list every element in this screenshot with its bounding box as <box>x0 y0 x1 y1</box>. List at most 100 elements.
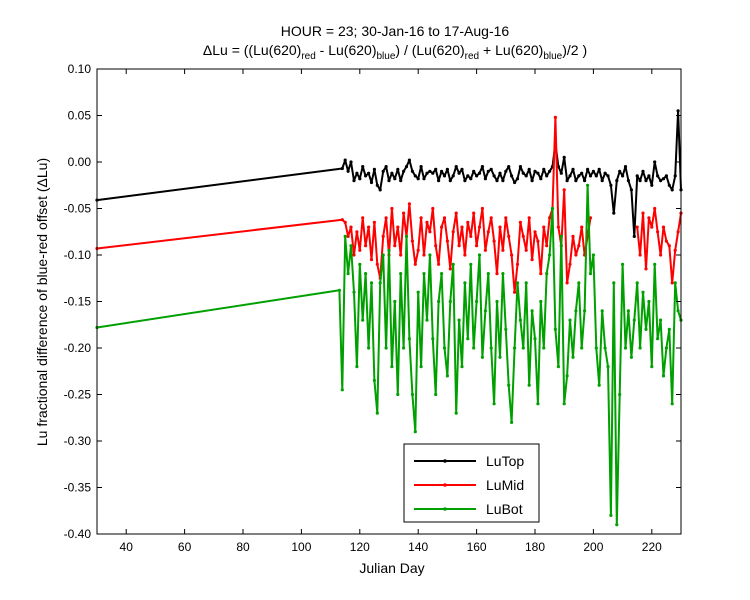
data-point <box>623 346 628 350</box>
data-point <box>542 167 546 171</box>
data-point <box>530 258 534 262</box>
series-layer <box>95 109 683 527</box>
data-point <box>399 272 403 276</box>
data-point <box>621 262 625 266</box>
data-point <box>355 230 359 234</box>
data-point <box>556 365 561 369</box>
data-point <box>571 167 575 171</box>
data-point <box>416 177 420 181</box>
data-point <box>603 346 607 350</box>
data-point <box>606 174 610 178</box>
data-point <box>632 318 636 322</box>
data-point <box>659 253 663 257</box>
data-point <box>483 177 487 181</box>
data-point <box>539 272 543 276</box>
data-point <box>580 346 584 350</box>
data-point <box>349 160 353 164</box>
data-point <box>358 248 362 252</box>
data-point <box>457 244 461 248</box>
data-point <box>440 225 444 229</box>
data-point <box>361 318 365 322</box>
data-point <box>594 174 598 178</box>
data-point <box>410 392 414 397</box>
data-point <box>372 220 376 224</box>
data-point <box>384 346 388 350</box>
data-point <box>434 244 438 248</box>
data-point <box>361 216 365 220</box>
data-point <box>375 183 379 187</box>
data-point <box>530 309 534 313</box>
data-point <box>451 262 455 266</box>
x-tick-label: 200 <box>583 540 603 554</box>
data-point <box>600 309 604 313</box>
data-point <box>492 402 496 406</box>
data-point <box>661 177 666 181</box>
data-point <box>454 211 458 215</box>
data-point <box>460 365 464 369</box>
data-point <box>399 253 403 257</box>
series-LuMid <box>95 115 683 294</box>
data-point <box>475 244 479 248</box>
data-point <box>501 179 505 183</box>
y-tick-label: -0.05 <box>64 202 92 216</box>
legend-label-lubot: LuBot <box>486 501 523 517</box>
data-point <box>571 355 575 359</box>
data-point <box>375 262 379 266</box>
x-tick-label: 160 <box>467 540 487 554</box>
data-point <box>445 167 449 171</box>
data-point <box>659 179 663 183</box>
data-point <box>515 177 520 181</box>
data-point <box>431 337 435 341</box>
data-point <box>492 239 496 243</box>
data-point <box>352 253 356 257</box>
data-point <box>676 109 680 113</box>
data-point <box>466 174 470 178</box>
data-point <box>399 179 403 183</box>
data-point <box>460 167 464 171</box>
data-point <box>483 309 487 313</box>
data-point <box>656 174 660 178</box>
data-point <box>437 299 441 304</box>
data-point <box>609 183 613 187</box>
data-point <box>632 234 636 238</box>
data-point <box>451 230 455 234</box>
data-point <box>530 179 534 183</box>
data-point <box>518 220 523 224</box>
data-point <box>378 188 382 192</box>
data-point <box>670 281 674 285</box>
data-point <box>524 248 528 252</box>
data-point <box>431 171 435 175</box>
data-point <box>463 281 467 285</box>
data-point <box>653 206 657 211</box>
data-point <box>504 216 508 220</box>
data-point <box>393 177 397 181</box>
data-point <box>548 216 552 220</box>
data-point <box>521 346 525 350</box>
data-point <box>577 281 581 285</box>
data-point <box>472 211 476 215</box>
data-point <box>498 225 502 229</box>
data-point <box>378 281 382 285</box>
data-point <box>340 218 344 222</box>
data-point <box>413 174 417 178</box>
data-point <box>454 411 458 415</box>
legend-label-lutop: LuTop <box>486 453 524 469</box>
axes: 0.10 0.05 0.00 -0.05 -0.10 -0.15 -0.20 -0.25 -0.… <box>64 62 682 554</box>
data-point <box>466 337 470 341</box>
data-point <box>556 225 561 229</box>
data-point <box>647 174 651 178</box>
data-point <box>515 281 520 285</box>
data-point <box>463 179 467 183</box>
data-point <box>440 272 444 276</box>
data-point <box>381 253 385 257</box>
data-point <box>626 179 631 183</box>
data-point <box>448 299 452 304</box>
data-point <box>629 355 634 359</box>
data-point <box>673 174 677 178</box>
data-point <box>402 346 406 350</box>
subtitle-suffix: )/2 ) <box>562 42 587 58</box>
data-point <box>638 346 642 350</box>
data-point <box>393 299 397 304</box>
data-point <box>504 327 508 331</box>
y-tick-label: -0.35 <box>64 481 92 495</box>
